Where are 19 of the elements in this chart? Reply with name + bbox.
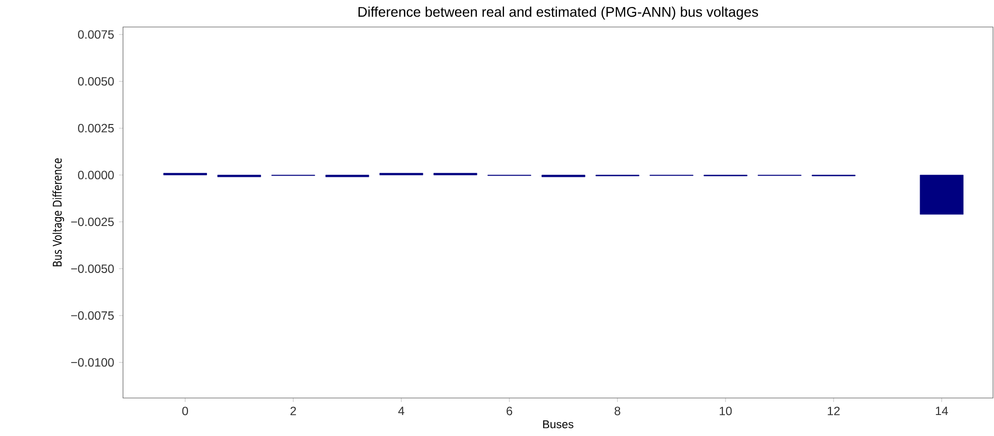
y-tick-label: 0.0075 xyxy=(78,30,114,39)
x-tick-label: 14 xyxy=(936,406,948,415)
y-tick-label: 0.0025 xyxy=(78,124,114,132)
y-tick-label: −0.0075 xyxy=(71,311,114,320)
x-tick-label: 0 xyxy=(182,406,188,416)
x-tick-label: 6 xyxy=(506,406,512,416)
x-tick-label: 4 xyxy=(398,406,404,415)
y-tick-label: 0.0050 xyxy=(78,77,114,86)
x-tick-label: 10 xyxy=(720,406,732,416)
y-tick-label: −0.0050 xyxy=(71,264,114,273)
y-tick-label: −0.0025 xyxy=(71,218,114,226)
y-tick-label: −0.0100 xyxy=(71,358,114,367)
chart-title: Difference between real and estimated (PMG-ANN) bus voltages xyxy=(358,6,758,20)
x-axis-title: Buses xyxy=(543,420,574,428)
x-tick-label: 2 xyxy=(290,406,296,416)
x-tick-label: 8 xyxy=(614,406,620,416)
y-tick-label: 0.0000 xyxy=(78,170,114,180)
x-tick-label: 12 xyxy=(828,406,840,416)
y-axis-title: Bus Voltage Difference xyxy=(52,158,64,266)
